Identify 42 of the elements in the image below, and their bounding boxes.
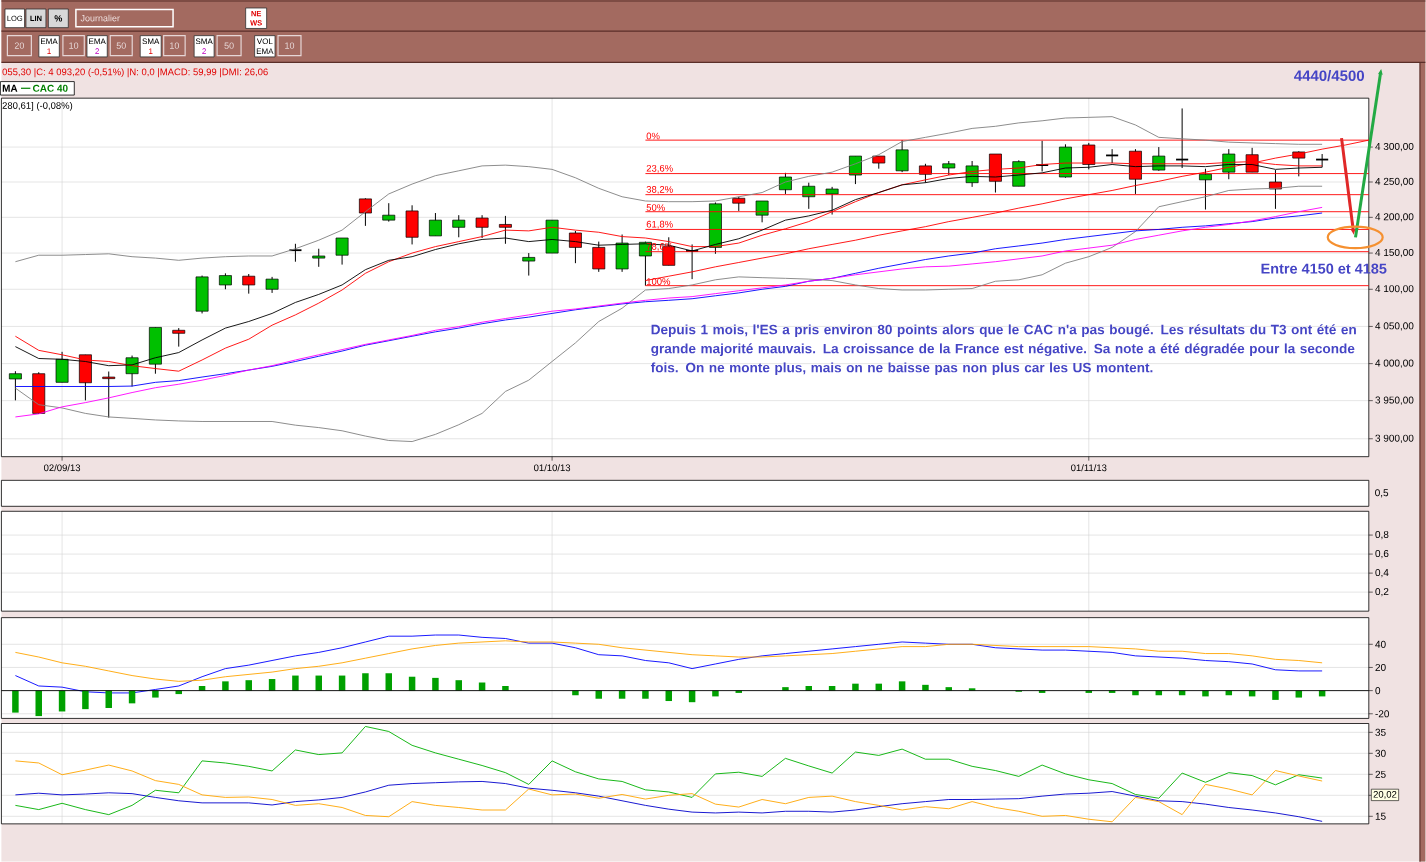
text: 50 (116, 42, 126, 49)
y-tick-label: 25 (1375, 770, 1386, 778)
y-tick-label: 40 (1375, 640, 1386, 648)
y-tick-label: 20 (1375, 663, 1386, 671)
series-label: 100% (646, 277, 671, 285)
text: 4440/4500 (1294, 69, 1365, 81)
y-tick-label: 4 250,00 (1375, 177, 1414, 186)
x-tick-label: 01/11/13 (1071, 463, 1107, 471)
text: 0,5 (1375, 489, 1389, 498)
y-tick-label: 4 200,00 (1375, 213, 1414, 222)
series-label: 61,8% (646, 220, 673, 229)
series-label: 23,6% (646, 164, 673, 173)
y-tick-label: 4 050,00 (1375, 322, 1414, 331)
y-tick-label: 4 150,00 (1375, 248, 1414, 257)
text: 055,30 |C: 4 093,20 (-0,51%) |N: 0,0 |MACD: 59,99 |DMI: 26,06 (2, 68, 268, 77)
y-tick-label: 4 100,00 (1375, 284, 1414, 294)
y-tick-label: 4 300,00 (1375, 142, 1414, 151)
y-tick-label: 3 950,00 (1375, 396, 1414, 405)
text: 10 (170, 42, 180, 49)
y-tick-label: -20 (1375, 710, 1390, 718)
annotation: Depuis 1 mois, l'ES a pris environ 80 points alors que le CAC n'a pas bougé. Les résultats du T3 ont été en grande majorité mauvais. La croissance de la France est négative. Sa note a été dégradée pour la seconde fois. On ne monte plus, mais on ne baisse pas non plus car les US montent. (650, 324, 1356, 375)
y-tick-label: 15 (1375, 812, 1386, 820)
series-label: 38,2% (646, 185, 673, 194)
text: MA (2, 84, 18, 92)
y-tick-label: 4 000,00 (1375, 359, 1414, 368)
x-tick-label: 01/10/13 (534, 463, 571, 471)
y-tick-label: 35 (1375, 728, 1386, 736)
text: 10 (285, 42, 295, 49)
y-tick-label: 3 900,00 (1375, 434, 1414, 443)
text: 50 (224, 42, 234, 49)
text: 20,02 (1373, 790, 1397, 799)
text: CAC 40 (32, 84, 68, 92)
text: 20 (14, 42, 25, 49)
y-tick-label: 0 (1375, 686, 1381, 694)
x-tick-label: 02/09/13 (43, 463, 81, 471)
text: % (54, 15, 63, 22)
text: Journalier (80, 14, 120, 22)
y-tick-label: 30 (1375, 749, 1386, 757)
series-label: 50% (646, 203, 665, 211)
text: 10 (69, 42, 79, 49)
annotation: 280,61] (-0,08%) (2, 101, 73, 111)
series-label: 0% (646, 132, 660, 140)
